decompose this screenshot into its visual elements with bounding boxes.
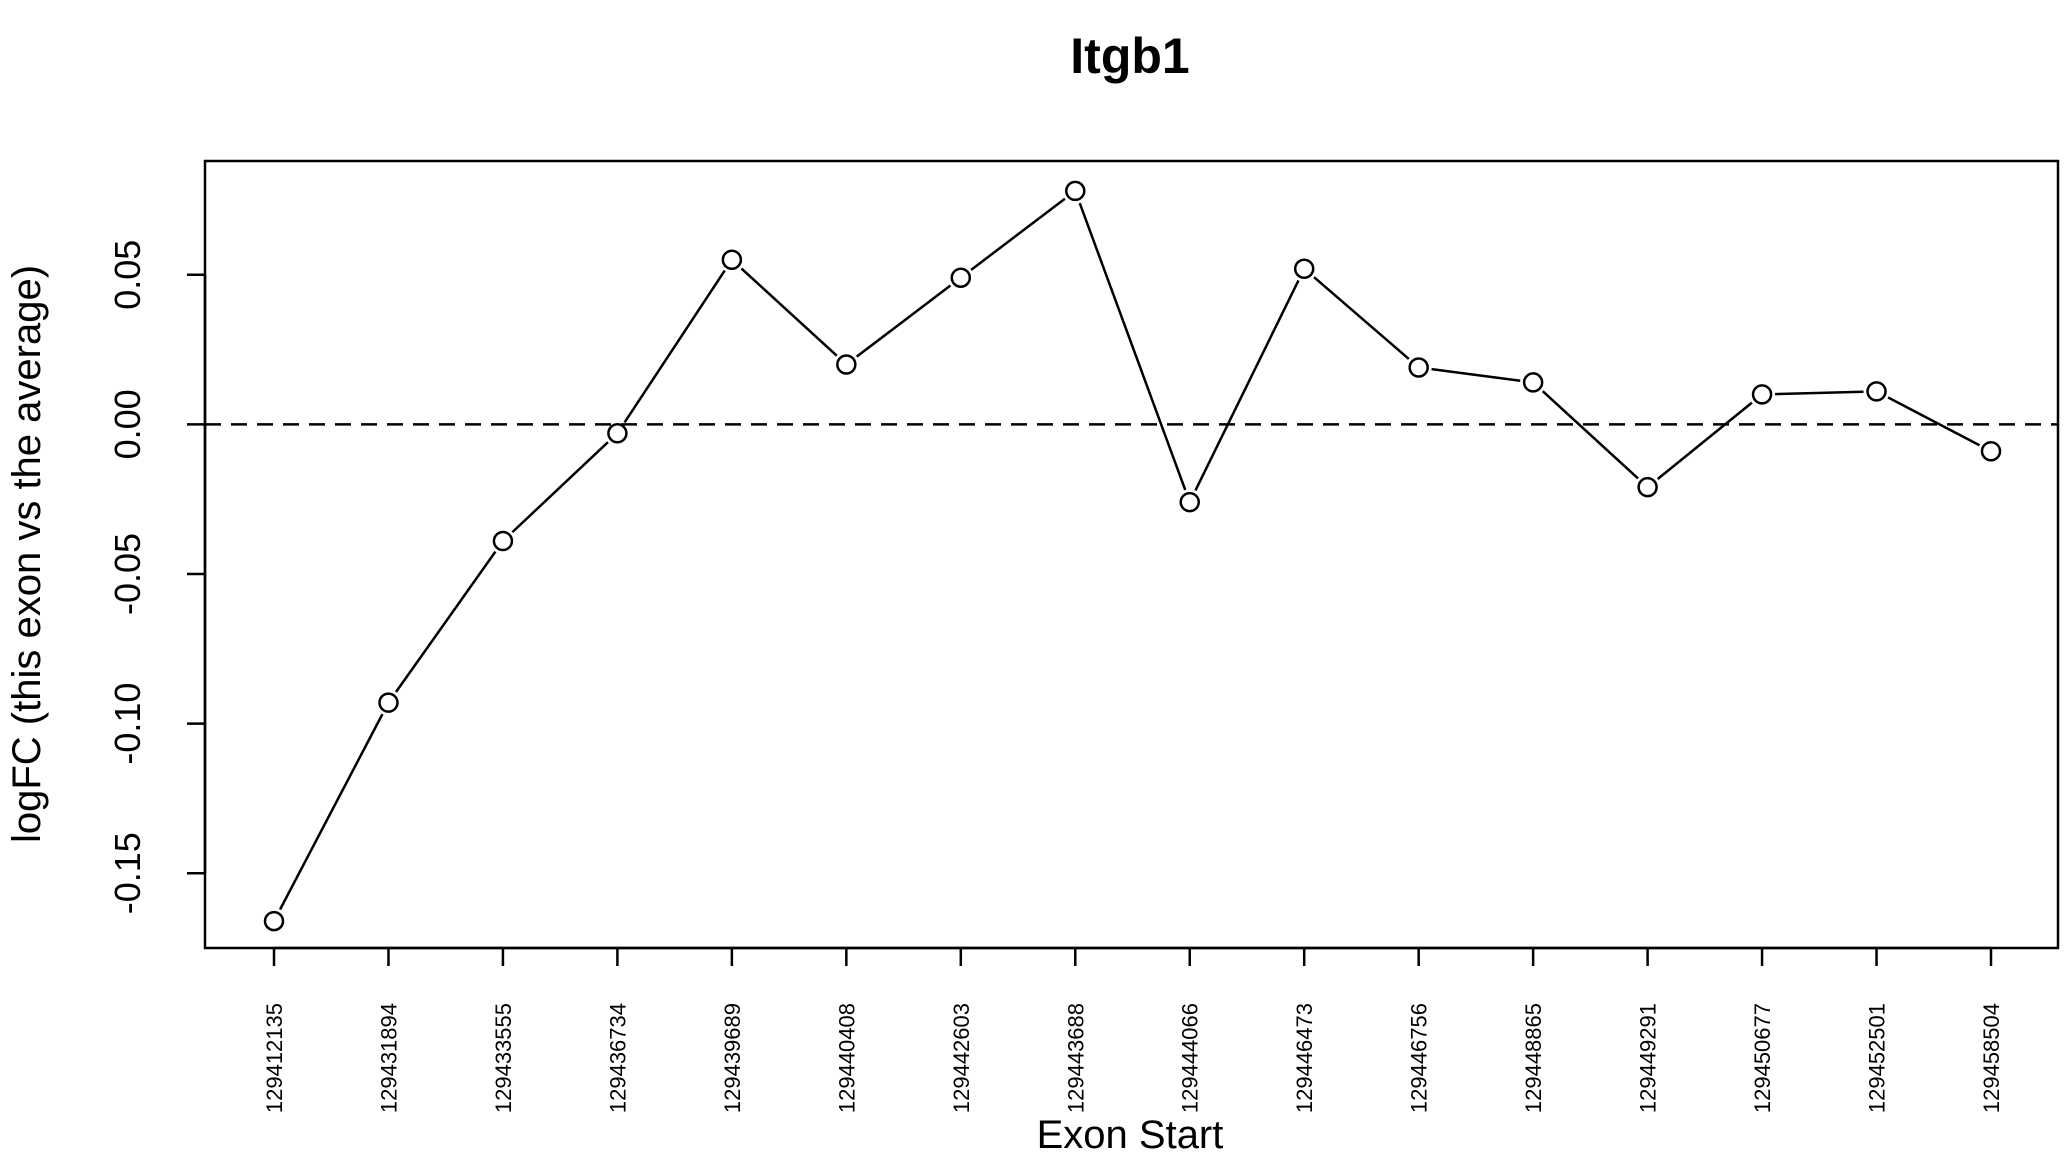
data-point (263, 910, 285, 932)
x-tick-label: 129442603 (949, 1003, 974, 1113)
x-tick-label: 129449291 (1636, 1003, 1661, 1113)
x-tick-label: 129444066 (1178, 1003, 1203, 1113)
x-tick-label: 129412135 (262, 1003, 287, 1113)
y-axis-label: logFC (this exon vs the average) (5, 265, 49, 843)
chart-marks: -0.15 -0.10 -0.05 0.00 0.05 129412135 12943189… (107, 180, 2058, 1113)
data-point (1637, 476, 1658, 498)
data-point (1408, 357, 1429, 378)
x-tick-label: 129443688 (1063, 1003, 1088, 1113)
x-tick-label: 129440408 (834, 1003, 859, 1113)
data-point (1522, 372, 1544, 393)
series-line-segment (511, 441, 609, 534)
series-line-segment (623, 269, 726, 424)
data-point (378, 692, 399, 713)
chart-title: Itgb1 (1070, 28, 1189, 84)
series-line-segment (970, 197, 1066, 271)
series-line-segment (278, 713, 384, 911)
x-tick-label: 129448865 (1521, 1003, 1546, 1113)
y-tick-label: -0.05 (107, 533, 148, 615)
data-point (1065, 180, 1086, 202)
x-tick-label: 129431894 (376, 1003, 401, 1113)
x-tick-label: 129452501 (1865, 1003, 1890, 1113)
y-tick-label: -0.15 (107, 832, 148, 914)
data-point (836, 354, 857, 375)
data-point (1179, 491, 1200, 513)
series-line-segment (855, 284, 952, 358)
data-point (492, 530, 514, 552)
x-tick-label: 129439689 (720, 1003, 745, 1113)
data-point (1293, 258, 1315, 279)
x-tick-label: 129446756 (1407, 1003, 1432, 1113)
data-point (1980, 441, 2002, 462)
series-line-segment (1775, 390, 1864, 396)
series-line-segment (1194, 279, 1300, 492)
data-point (1751, 384, 1773, 405)
x-tick-label: 129436734 (605, 1003, 630, 1113)
x-tick-label: 129458504 (1979, 1003, 2004, 1113)
y-tick-label: -0.10 (107, 683, 148, 765)
data-point (607, 423, 628, 444)
x-tick-label: 129446473 (1292, 1003, 1317, 1113)
x-tick-label: 129450677 (1750, 1003, 1775, 1113)
data-point (1866, 381, 1887, 402)
y-tick-label: 0.05 (107, 240, 148, 310)
y-tick-label: 0.00 (107, 389, 148, 459)
x-tick-label: 129433555 (491, 1003, 516, 1113)
series-line-segment (740, 267, 838, 357)
plot-frame (203, 159, 2060, 950)
series-line-segment (1541, 390, 1639, 480)
series-line-segment (1656, 401, 1753, 480)
data-point (950, 267, 972, 288)
data-point (721, 249, 743, 270)
series-line-segment (394, 550, 497, 693)
series-line-segment (1078, 202, 1187, 491)
series-line-segment (1431, 367, 1521, 382)
series-line-segment (1313, 276, 1410, 360)
x-axis-label: Exon Start (1037, 1113, 1224, 1157)
series-line-segment (1887, 396, 1981, 447)
